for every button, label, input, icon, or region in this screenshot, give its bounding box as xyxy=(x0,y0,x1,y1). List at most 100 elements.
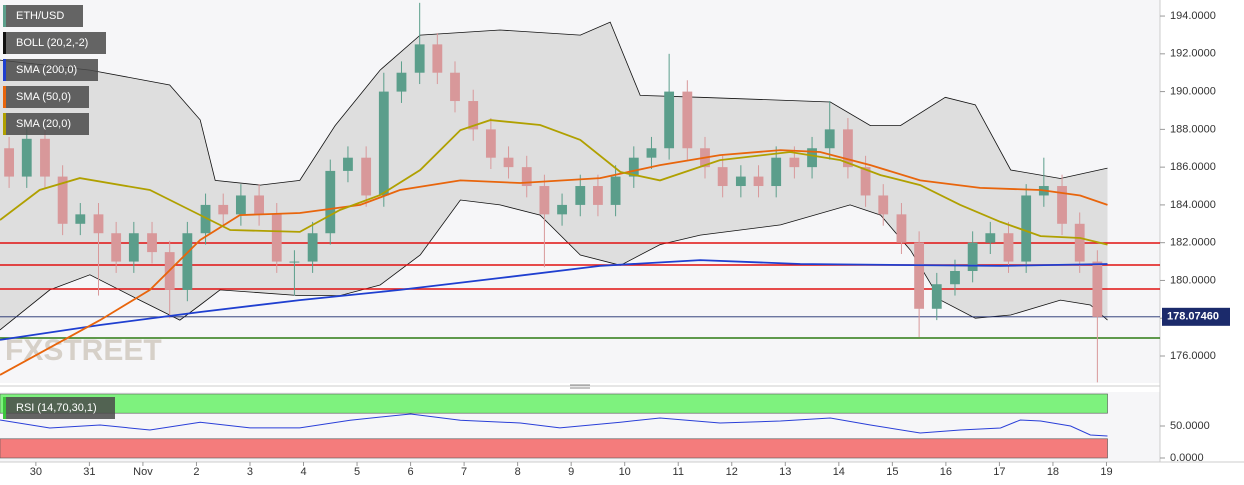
candle-body xyxy=(503,157,514,168)
sma-line xyxy=(0,149,1108,376)
candle-body xyxy=(807,148,817,168)
legend-box xyxy=(3,5,83,27)
candle-body xyxy=(735,176,746,187)
y-tick-label: 50.0000 xyxy=(1170,420,1210,432)
rsi-zone xyxy=(0,393,1108,414)
candle-body xyxy=(931,284,942,309)
y-tick-label: 180.0000 xyxy=(1170,274,1216,286)
candle-body xyxy=(1003,233,1014,262)
legend-box xyxy=(3,86,89,108)
candle-body xyxy=(396,72,407,92)
legend-label: SMA (50,0) xyxy=(16,91,71,103)
x-tick-label: 30 xyxy=(30,466,42,478)
candle-body xyxy=(218,204,229,215)
y-tick-label: 192.0000 xyxy=(1170,48,1216,60)
legend-box xyxy=(3,397,115,419)
y-tick-label: 184.0000 xyxy=(1170,199,1216,211)
x-tick-label: 3 xyxy=(247,466,253,478)
candle-body xyxy=(468,101,479,130)
candle-body xyxy=(575,186,586,205)
candle-body xyxy=(271,214,282,262)
candle-body xyxy=(610,176,621,205)
x-tick-label: 16 xyxy=(940,466,952,478)
legend-label: RSI (14,70,30,1) xyxy=(16,402,97,414)
legend-label: SMA (20,0) xyxy=(16,118,71,130)
candle-body xyxy=(343,157,353,171)
last-price-label: 178.07460 xyxy=(1167,311,1219,323)
candle-body xyxy=(450,72,460,102)
candle-body xyxy=(896,214,907,243)
plot-layer: 176.0000178.0000180.0000182.0000184.0000… xyxy=(0,2,1230,478)
legend-label: BOLL (20,2,-2) xyxy=(16,37,88,49)
x-tick-label: Nov xyxy=(133,466,153,478)
candle-body xyxy=(843,129,853,168)
candle-body xyxy=(771,157,782,187)
x-tick-label: 12 xyxy=(726,466,738,478)
x-tick-label: 10 xyxy=(619,466,631,478)
y-tick-label: 194.0000 xyxy=(1170,10,1216,22)
candle-body xyxy=(378,91,389,196)
candle-body xyxy=(325,170,336,234)
candle-body xyxy=(557,204,567,215)
legend-swatch xyxy=(3,86,6,108)
legend-swatch xyxy=(3,397,6,419)
y-tick-label: 0.0000 xyxy=(1170,452,1204,464)
candle-body xyxy=(93,214,104,234)
candle-body xyxy=(432,44,443,73)
candle-body xyxy=(1021,195,1032,262)
candle-body xyxy=(789,157,800,168)
candle-body xyxy=(950,271,960,285)
candle-body xyxy=(593,186,603,205)
legend-box xyxy=(3,32,106,54)
candle-body xyxy=(985,233,996,243)
candle-body xyxy=(539,186,550,215)
candle-body xyxy=(1074,223,1085,262)
x-tick-label: 14 xyxy=(833,466,845,478)
candle-body xyxy=(1092,261,1103,317)
legend-swatch xyxy=(3,32,6,54)
x-tick-label: 11 xyxy=(673,466,684,478)
candle-body xyxy=(878,195,889,215)
legend-label: SMA (200,0) xyxy=(16,64,77,76)
candle-body xyxy=(860,167,871,196)
rsi-zone xyxy=(0,438,1108,459)
candle-body xyxy=(182,233,193,290)
y-tick-label: 176.0000 xyxy=(1170,350,1216,362)
candle-body xyxy=(414,44,425,73)
candle-body xyxy=(128,233,139,262)
watermark: FXSTREET xyxy=(5,334,162,367)
x-tick-label: 8 xyxy=(515,466,521,478)
candle-body xyxy=(682,91,693,149)
candle-body xyxy=(914,242,925,309)
legend-box xyxy=(3,113,89,135)
legend-swatch xyxy=(3,5,6,27)
candle-body xyxy=(664,91,675,149)
candle-body xyxy=(361,157,372,196)
candle-body xyxy=(111,233,122,262)
sma-line xyxy=(0,259,1108,341)
candle-body xyxy=(57,176,68,224)
x-tick-label: 9 xyxy=(568,466,574,478)
y-tick-label: 182.0000 xyxy=(1170,237,1216,249)
candle-body xyxy=(646,148,657,158)
candle-body xyxy=(824,129,835,149)
candle-body xyxy=(628,157,639,177)
candle-body xyxy=(307,233,318,262)
candle-body xyxy=(147,233,157,253)
x-tick-label: 13 xyxy=(779,466,791,478)
candle-body xyxy=(254,195,264,215)
x-tick-label: 7 xyxy=(461,466,467,478)
candle-body xyxy=(1057,186,1067,224)
x-tick-label: 31 xyxy=(83,466,95,478)
x-tick-label: 2 xyxy=(193,466,199,478)
x-tick-label: 18 xyxy=(1047,466,1059,478)
band-upper xyxy=(0,21,1108,186)
candle-body xyxy=(40,138,50,177)
candle-body xyxy=(200,204,211,234)
sma-line xyxy=(0,119,1108,246)
y-tick-label: 186.0000 xyxy=(1170,161,1216,173)
candle-body xyxy=(967,242,978,272)
candle-body xyxy=(21,138,32,177)
x-tick-label: 6 xyxy=(408,466,414,478)
candle-body xyxy=(75,214,86,224)
